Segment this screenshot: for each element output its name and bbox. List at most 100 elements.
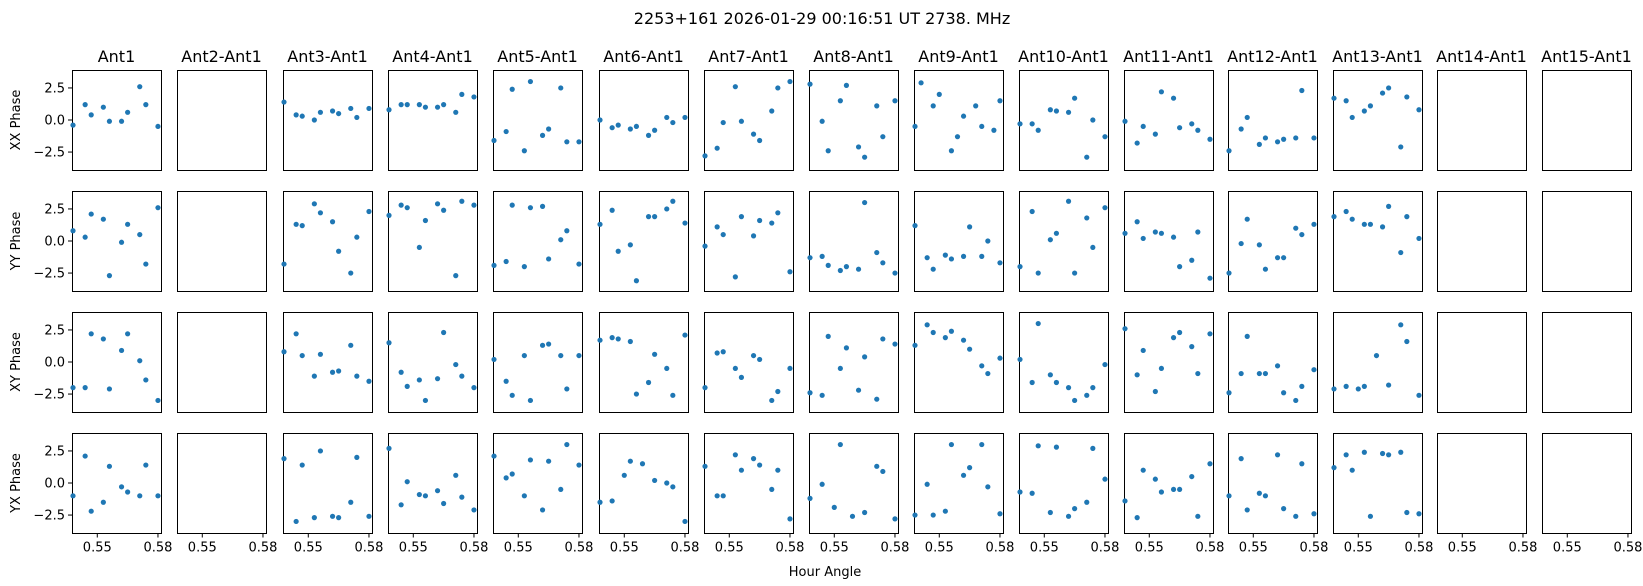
- y-tick-label: −2.5: [33, 146, 65, 161]
- data-point: [317, 448, 324, 454]
- data-point: [750, 456, 757, 462]
- data-point: [979, 441, 985, 448]
- data-point: [1244, 114, 1250, 121]
- data-point: [702, 463, 708, 469]
- data-point: [652, 351, 658, 357]
- data-point: [627, 242, 633, 248]
- y-tick-label: 0.0: [44, 477, 65, 492]
- data-point: [539, 342, 546, 348]
- column-title-ant15-ant1: Ant15-Ant1: [1541, 47, 1632, 66]
- data-point: [787, 269, 793, 275]
- panel-frame: [1437, 70, 1527, 171]
- data-point: [819, 392, 825, 398]
- data-point: [1367, 221, 1374, 227]
- data-point: [633, 391, 640, 397]
- data-point: [892, 270, 898, 276]
- data-point: [1029, 208, 1035, 215]
- data-point: [82, 102, 88, 108]
- data-point: [979, 123, 985, 130]
- panel-r4-c7: 0.55 0.58: [702, 433, 804, 556]
- data-point: [1349, 216, 1355, 222]
- data-point: [1158, 89, 1165, 95]
- panel-r3-c4: [386, 312, 478, 413]
- data-point: [1177, 264, 1183, 270]
- panel-frame: [599, 70, 689, 171]
- data-point: [1047, 237, 1053, 243]
- x-tick-label: 0.58: [1404, 541, 1433, 556]
- column-title-ant8-ant1: Ant8-Ant1: [813, 47, 894, 66]
- data-point: [1311, 221, 1317, 227]
- data-point: [1102, 205, 1108, 211]
- data-point: [416, 377, 422, 383]
- panel-r3-c10: [1017, 312, 1109, 413]
- data-point: [1274, 452, 1281, 458]
- data-point: [775, 467, 781, 473]
- panel-frame: [388, 312, 478, 413]
- data-point: [645, 132, 652, 138]
- data-point: [627, 458, 633, 464]
- panel-r1-c12: [1226, 70, 1318, 171]
- data-point: [997, 355, 1003, 361]
- panel-frame: [704, 312, 794, 413]
- x-tick-label: 0.58: [1508, 541, 1537, 556]
- data-point: [1416, 511, 1422, 517]
- data-point: [1065, 513, 1072, 519]
- data-point: [1361, 108, 1367, 114]
- data-point: [825, 262, 831, 268]
- data-point: [1065, 198, 1072, 204]
- data-point: [874, 396, 880, 402]
- data-point: [1134, 515, 1140, 521]
- data-point: [880, 260, 886, 266]
- panel-r4-c4: 0.55 0.58: [386, 433, 488, 556]
- data-point: [1293, 225, 1299, 231]
- data-point: [1256, 370, 1262, 377]
- data-point: [317, 351, 324, 357]
- data-point: [645, 214, 652, 220]
- data-point: [1189, 344, 1195, 350]
- data-point: [1177, 125, 1183, 131]
- data-point: [293, 221, 299, 227]
- panel-r2-c15: [1542, 191, 1632, 292]
- panel-frame: [599, 312, 689, 413]
- panel-r2-c6: [597, 191, 689, 292]
- x-tick-label: 0.55: [1344, 541, 1373, 556]
- data-point: [849, 513, 856, 519]
- data-point: [1238, 240, 1244, 247]
- x-axis-label: Hour Angle: [789, 565, 861, 580]
- data-point: [633, 123, 640, 130]
- data-point: [503, 475, 509, 481]
- data-point: [299, 462, 305, 468]
- data-point: [281, 99, 287, 105]
- column-title-ant1: Ant1: [98, 47, 136, 66]
- panel-r4-c2: 0.55 0.58: [177, 433, 277, 556]
- data-point: [757, 137, 763, 144]
- data-point: [558, 486, 564, 493]
- panel-r1-c5: [491, 70, 583, 171]
- data-point: [664, 480, 670, 486]
- data-point: [831, 504, 837, 510]
- data-point: [546, 256, 552, 262]
- data-point: [422, 397, 429, 404]
- data-point: [82, 234, 88, 240]
- data-point: [1072, 270, 1078, 276]
- x-tick-label: 0.55: [399, 541, 428, 556]
- data-point: [985, 484, 991, 490]
- data-point: [564, 228, 570, 234]
- data-point: [1226, 148, 1232, 154]
- data-point: [1047, 372, 1053, 378]
- data-point: [354, 234, 360, 240]
- data-point: [967, 465, 973, 471]
- data-point: [757, 462, 763, 468]
- data-point: [1189, 121, 1195, 127]
- data-point: [1262, 135, 1269, 141]
- data-point: [837, 267, 843, 274]
- data-point: [1343, 452, 1349, 458]
- data-point: [317, 109, 324, 115]
- data-point: [702, 385, 708, 391]
- x-tick-label: 0.58: [775, 541, 804, 556]
- data-point: [1140, 235, 1146, 242]
- data-point: [967, 224, 973, 230]
- data-point: [558, 237, 564, 243]
- panel-frame: [914, 191, 1004, 292]
- data-point: [434, 104, 441, 110]
